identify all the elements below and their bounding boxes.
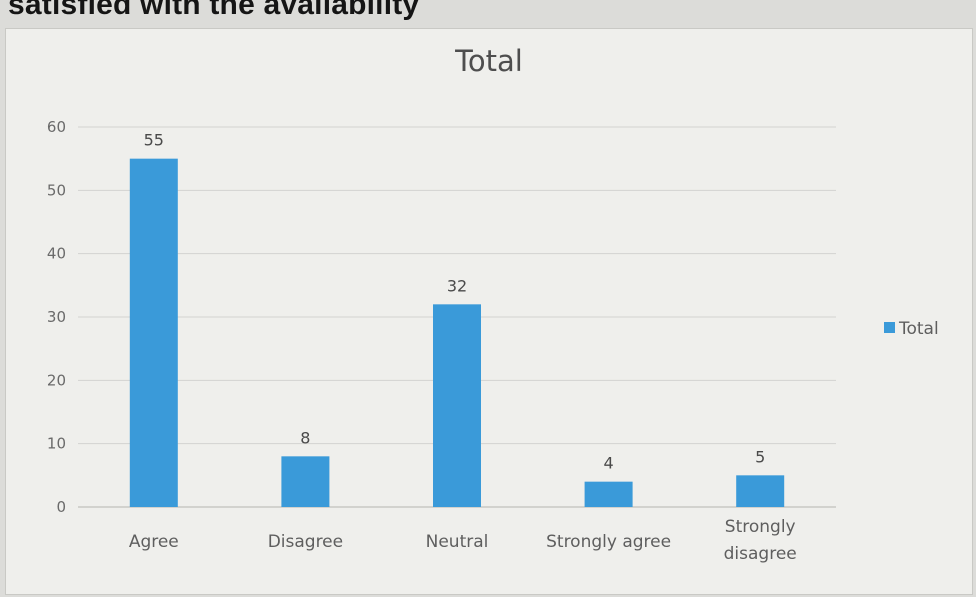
bar <box>433 304 481 507</box>
bar <box>584 481 633 507</box>
legend-label: Total <box>898 319 939 339</box>
y-tick-label: 30 <box>47 308 66 326</box>
bars <box>129 158 785 507</box>
gridlines <box>78 126 836 508</box>
y-axis-ticks: 0 10 20 30 40 50 60 <box>47 118 66 516</box>
data-label: 8 <box>300 428 310 447</box>
y-tick-label: 60 <box>47 118 66 136</box>
x-axis-categories: Agree Disagree Neutral Strongly agree Strong… <box>129 517 797 564</box>
data-label: 4 <box>604 454 614 473</box>
legend-swatch <box>884 322 895 333</box>
data-label: 5 <box>755 447 765 466</box>
x-category-label: Neutral <box>426 532 489 552</box>
x-category-label: Strongly agree <box>546 532 671 552</box>
bar <box>129 158 178 507</box>
bar <box>281 456 330 507</box>
data-label: 55 <box>144 131 164 150</box>
page-heading: satisfied with the availability <box>8 0 420 21</box>
x-category-label: Strongly disagree <box>724 517 797 564</box>
data-labels: 55 8 32 4 5 <box>144 131 766 473</box>
chart-title: Total <box>454 44 523 78</box>
data-label: 32 <box>447 276 467 295</box>
y-tick-label: 10 <box>47 435 66 453</box>
bar-chart: Total 0 10 20 30 40 50 60 55 8 32 4 5 Agree Disagre… <box>47 44 939 564</box>
bar <box>736 475 785 507</box>
chart-container: Total 0 10 20 30 40 50 60 55 8 32 4 5 Agree Disagre… <box>5 28 973 595</box>
y-tick-label: 20 <box>47 371 66 389</box>
y-tick-label: 50 <box>47 181 66 199</box>
x-category-label: Agree <box>129 532 179 552</box>
y-tick-label: 40 <box>47 245 66 263</box>
legend: Total <box>884 319 939 339</box>
y-tick-label: 0 <box>56 498 66 516</box>
x-category-label: Disagree <box>268 532 343 552</box>
